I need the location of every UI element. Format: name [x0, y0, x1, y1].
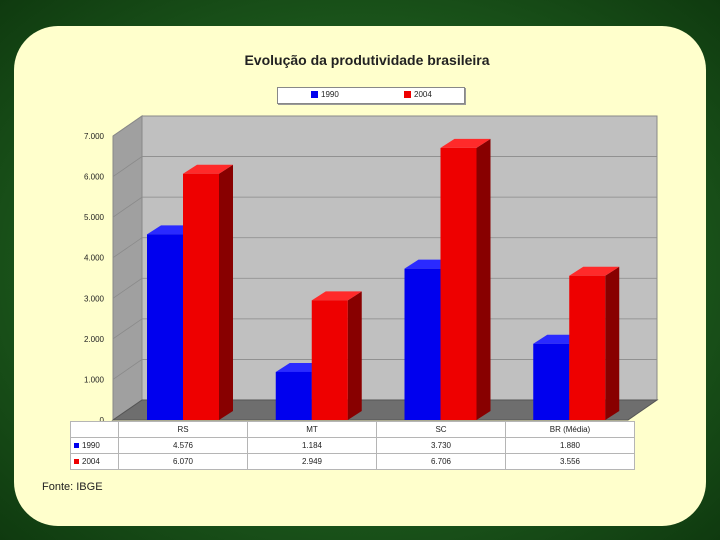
legend-swatch-2004 [404, 91, 411, 98]
bar-top-rs-2004 [183, 164, 233, 174]
table-series-label-2004: 2004 [70, 453, 119, 470]
table-cell: 3.556 [505, 453, 635, 470]
table-cell: 3.730 [376, 437, 506, 454]
y-tick-label: 1.000 [84, 375, 105, 384]
table-series-label-1990: 1990 [70, 437, 119, 454]
bar-side-br-m-dia-2004 [605, 266, 620, 420]
table-swatch-1990 [74, 443, 79, 449]
table-header-row: RS MT SC BR (Média) [70, 421, 635, 438]
table-category-sc: SC [376, 421, 506, 438]
chart-title: Evolução da produtividade brasileira [244, 52, 490, 68]
table-cell: 6.070 [118, 453, 248, 470]
bar-top-sc-2004 [440, 138, 491, 148]
bar-br-m-dia-1990 [533, 343, 570, 420]
chart-legend: 1990 2004 [277, 87, 465, 104]
table-cell: 1.184 [247, 437, 377, 454]
bar-sc-1990 [404, 268, 441, 420]
table-category-br: BR (Média) [505, 421, 635, 438]
table-corner-cell [70, 421, 119, 438]
table-cell: 2.949 [247, 453, 377, 470]
table-cell: 6.706 [376, 453, 506, 470]
legend-item-1990: 1990 [311, 90, 339, 99]
y-tick-label: 0 [100, 416, 105, 425]
legend-label-1990: 1990 [321, 90, 339, 99]
y-tick-label: 6.000 [84, 173, 105, 182]
y-tick-label: 2.000 [84, 335, 105, 344]
y-tick-label: 3.000 [84, 294, 105, 303]
table-cell: 4.576 [118, 437, 248, 454]
y-tick-label: 5.000 [84, 213, 105, 222]
bar-top-mt-2004 [311, 291, 362, 301]
y-tick-label: 7.000 [84, 132, 105, 141]
table-series-name-2004: 2004 [82, 457, 100, 466]
table-cell: 1.880 [505, 437, 635, 454]
bar-mt-1990 [275, 371, 312, 420]
y-tick-label: 4.000 [84, 254, 105, 263]
bar-side-mt-2004 [347, 291, 362, 420]
bar-br-m-dia-2004 [569, 275, 606, 420]
bar-side-sc-2004 [476, 138, 491, 421]
table-swatch-2004 [74, 459, 79, 465]
legend-item-2004: 2004 [404, 90, 432, 99]
legend-label-2004: 2004 [414, 90, 432, 99]
plot-side-wall [112, 115, 143, 421]
legend-swatch-1990 [311, 91, 318, 98]
source-note: Fonte: IBGE [42, 481, 103, 493]
bar-top-br-m-dia-2004 [569, 266, 620, 276]
table-row: 2004 6.070 2.949 6.706 3.556 [70, 453, 635, 470]
data-table: RS MT SC BR (Média) 1990 4.576 1.184 3.7… [70, 421, 635, 470]
bar-rs-2004 [183, 173, 219, 420]
bar-side-rs-2004 [219, 164, 233, 420]
bar-sc-2004 [440, 147, 477, 421]
table-category-mt: MT [247, 421, 377, 438]
gridline [112, 115, 657, 137]
table-series-name-1990: 1990 [82, 441, 100, 450]
bar-rs-1990 [147, 234, 183, 420]
bar-mt-2004 [311, 300, 348, 420]
table-category-rs: RS [118, 421, 248, 438]
table-row: 1990 4.576 1.184 3.730 1.880 [70, 437, 635, 454]
